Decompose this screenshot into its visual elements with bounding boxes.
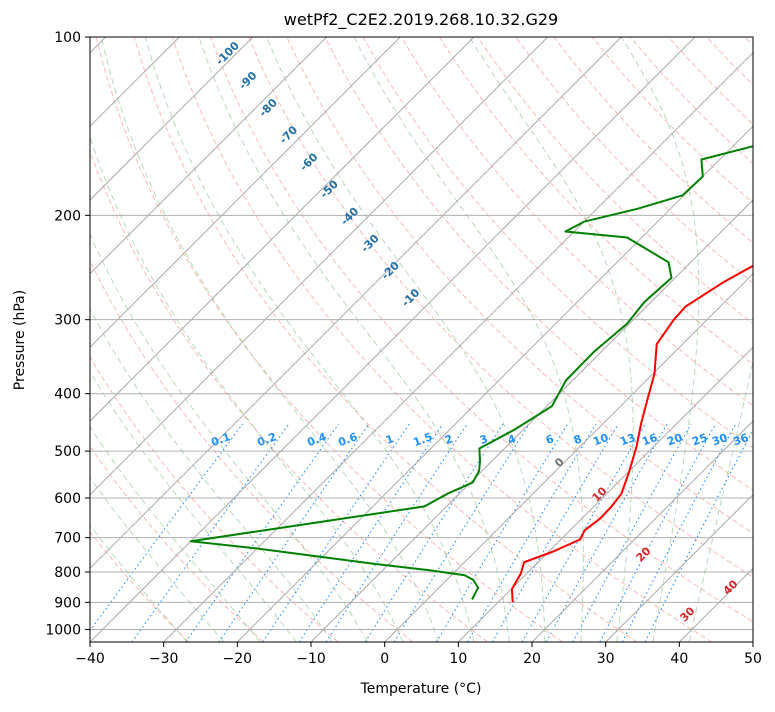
chart-title: wetPf2_C2E2.2019.268.10.32.G29 — [284, 10, 558, 30]
y-tick-label: 800 — [54, 565, 81, 581]
y-axis-title: Pressure (hPa) — [12, 290, 28, 390]
y-tick-label: 500 — [54, 444, 81, 460]
x-tick-label: −20 — [223, 651, 253, 667]
y-tick-label: 700 — [54, 531, 81, 547]
y-tick-label: 300 — [54, 313, 81, 329]
y-tick-label: 200 — [54, 208, 81, 224]
x-tick-label: −10 — [296, 651, 326, 667]
x-tick-label: −40 — [75, 651, 105, 667]
y-tick-label: 900 — [54, 595, 81, 611]
x-tick-label: −30 — [149, 651, 179, 667]
x-tick-label: 0 — [380, 651, 389, 667]
x-tick-label: 50 — [744, 651, 762, 667]
x-tick-label: 20 — [523, 651, 541, 667]
y-tick-label: 400 — [54, 387, 81, 403]
x-tick-label: 10 — [449, 651, 467, 667]
y-tick-label: 100 — [54, 30, 81, 46]
x-axis-title: Temperature (°C) — [360, 681, 482, 697]
x-tick-label: 30 — [597, 651, 615, 667]
y-tick-label: 600 — [54, 491, 81, 507]
x-tick-label: 40 — [670, 651, 688, 667]
y-tick-label: 1000 — [45, 622, 81, 638]
